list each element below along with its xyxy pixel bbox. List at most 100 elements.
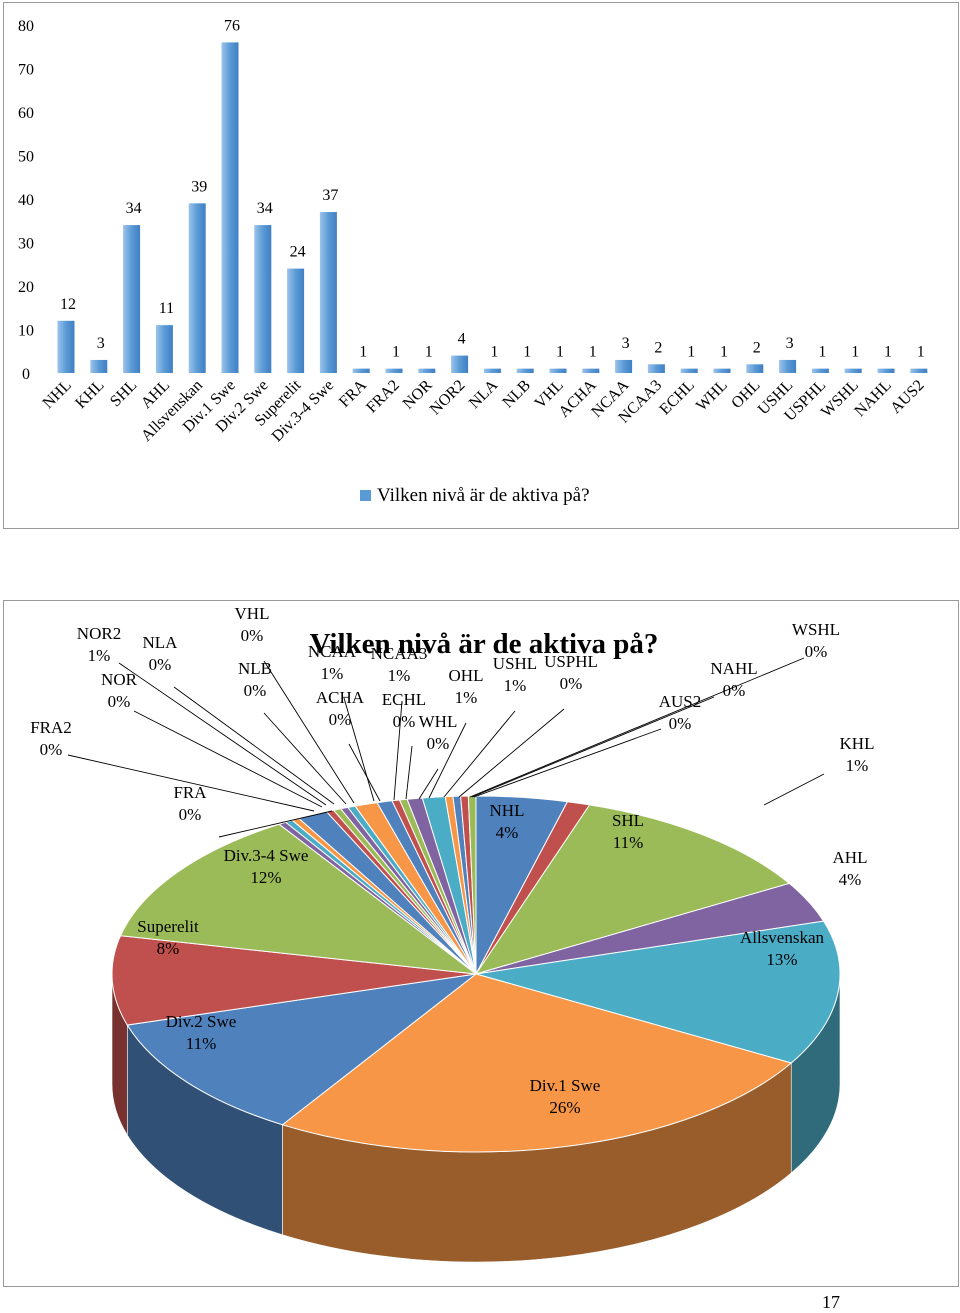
pie-percent-superelit: 8% xyxy=(157,939,180,958)
data-label: 1 xyxy=(589,344,597,361)
leader-line-khl xyxy=(763,773,825,806)
bar-acha xyxy=(582,368,600,373)
pie-label-nlb: NLB xyxy=(238,659,272,678)
bar-wshl xyxy=(844,368,862,373)
data-label: 3 xyxy=(97,335,105,352)
data-label: 2 xyxy=(654,339,662,356)
pie-label-nhl: NHL xyxy=(490,801,525,820)
x-tick-label: FRA2 xyxy=(363,377,403,417)
leader-line-wshl xyxy=(469,657,805,798)
pie-label-fra2: FRA2 xyxy=(30,718,72,737)
pie-slice-allsvenskan xyxy=(475,920,841,1064)
pie-label-usphl: USPHL xyxy=(544,652,598,671)
leader-line-whl xyxy=(418,768,439,800)
data-label: 1 xyxy=(359,344,367,361)
pie-label-ncaa3: NCAA3 xyxy=(371,644,428,663)
pie-percent-ushl: 1% xyxy=(504,676,527,695)
pie-label-wshl: WSHL xyxy=(792,620,840,639)
leader-line-fra xyxy=(218,810,333,838)
x-tick-label: ECHL xyxy=(656,377,698,419)
leader-line-nahl xyxy=(471,696,715,798)
pie-slice-div-1-swe xyxy=(281,973,793,1153)
pie-label-aus2: AUS2 xyxy=(659,692,702,711)
x-tick-label: WHL xyxy=(693,377,731,415)
data-label: 34 xyxy=(126,200,142,217)
leader-line-echl xyxy=(405,745,413,800)
x-tick-label: AUS2 xyxy=(887,377,927,417)
pie-percent-nahl: 0% xyxy=(723,681,746,700)
data-label: 39 xyxy=(191,178,207,195)
pie-percent-ncaa3: 1% xyxy=(388,666,411,685)
pie-label-nor: NOR xyxy=(101,670,138,689)
pie-label-acha: ACHA xyxy=(316,688,365,707)
leader-line-nlb xyxy=(263,712,347,805)
pie-label-ncaa: NCAA xyxy=(308,642,357,661)
pie-slice-shl xyxy=(474,804,791,975)
legend-label: Vilken nivå är de aktiva på? xyxy=(377,485,590,506)
leader-line-fra2 xyxy=(67,754,315,812)
pie-label-superelit: Superelit xyxy=(137,917,199,936)
bar-shl xyxy=(123,225,141,373)
pie-label-echl: ECHL xyxy=(382,690,426,709)
data-label: 34 xyxy=(257,200,273,217)
pie-slice-div-3-4-swe xyxy=(119,823,478,975)
x-tick-label: NLB xyxy=(499,377,534,412)
pie-label-khl: KHL xyxy=(840,734,875,753)
bar-whl xyxy=(713,368,731,373)
data-label: 1 xyxy=(720,344,728,361)
x-tick-label: KHL xyxy=(72,377,107,412)
data-label: 1 xyxy=(425,344,433,361)
data-label: 3 xyxy=(786,335,794,352)
data-label: 1 xyxy=(917,344,925,361)
bar-fra2 xyxy=(385,368,403,373)
pie-label-div-3-4-swe: Div.3-4 Swe xyxy=(224,846,309,865)
bar-nor xyxy=(418,368,436,373)
leader-line-aus2 xyxy=(473,728,662,798)
pie-label-shl: SHL xyxy=(612,811,644,830)
pie-percent-nor: 0% xyxy=(108,692,131,711)
data-label: 76 xyxy=(224,17,240,34)
bar-usphl xyxy=(811,368,829,373)
x-tick-label: NHL xyxy=(40,377,75,412)
leader-line-vhl xyxy=(263,660,355,804)
pie-percent-khl: 1% xyxy=(846,756,869,775)
data-label: 1 xyxy=(556,344,564,361)
bar-ahl xyxy=(155,325,173,373)
bar-div-1-swe xyxy=(221,42,239,374)
pie-percent-usphl: 0% xyxy=(560,674,583,693)
x-tick-label: NAHL xyxy=(851,377,894,420)
pie-percent-ncaa: 1% xyxy=(321,664,344,683)
bar-nla xyxy=(483,368,501,373)
bar-ncaa xyxy=(615,359,633,373)
pie-percent-nla: 0% xyxy=(149,655,172,674)
pie-percent-ohl: 1% xyxy=(455,688,478,707)
bar-div-2-swe xyxy=(254,225,272,373)
pie-chart: Vilken nivå är de aktiva på? NHL 4% KHL 1% SH… xyxy=(30,604,875,1263)
bar-nahl xyxy=(877,368,895,373)
pie-percent-fra2: 0% xyxy=(40,740,63,759)
y-tick-label: 80 xyxy=(18,18,34,35)
bar-div-3-4-swe xyxy=(319,212,337,373)
leader-line-nla xyxy=(173,686,335,805)
pie-percent-nhl: 4% xyxy=(496,823,519,842)
bar-nor2 xyxy=(451,355,469,373)
leader-line-ohl xyxy=(428,722,467,799)
pie-label-ahl: AHL xyxy=(833,848,868,867)
leader-line-acha xyxy=(348,743,381,802)
pie-percent-wshl: 0% xyxy=(805,642,828,661)
data-label: 1 xyxy=(490,344,498,361)
data-label: 1 xyxy=(392,344,400,361)
data-label: 24 xyxy=(290,244,306,261)
pie-label-ushl: USHL xyxy=(493,654,537,673)
pie-label-ohl: OHL xyxy=(449,666,484,685)
data-label: 4 xyxy=(458,331,466,348)
y-tick-label: 30 xyxy=(18,236,34,253)
pie-label-whl: WHL xyxy=(419,712,458,731)
data-label: 1 xyxy=(523,344,531,361)
y-tick-label: 70 xyxy=(18,62,34,79)
data-label: 1 xyxy=(884,344,892,361)
pie-sides xyxy=(111,973,841,1263)
pie-percent-nor2: 1% xyxy=(88,646,111,665)
x-tick-label: NLA xyxy=(466,376,502,412)
pie-percent-echl: 0% xyxy=(393,712,416,731)
